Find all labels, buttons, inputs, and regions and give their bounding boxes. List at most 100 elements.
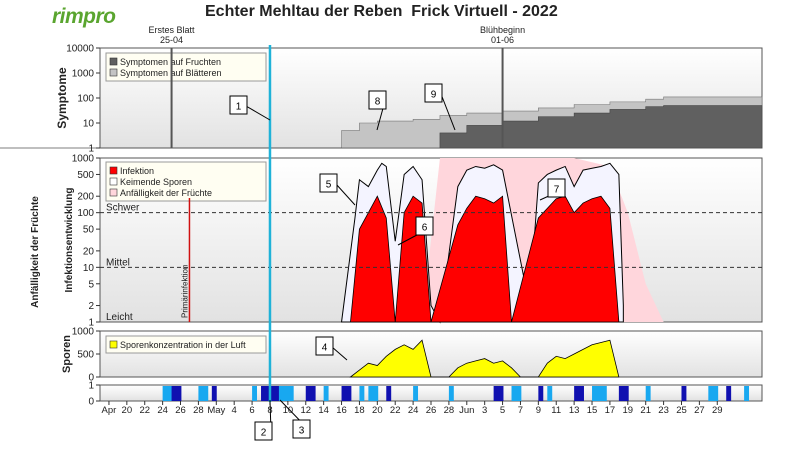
x-tick-label: 28 (193, 405, 204, 416)
level-label-leicht: Leicht (106, 312, 133, 323)
callout-leader (331, 346, 348, 361)
symptoms-legend-box (105, 52, 267, 82)
spores-ylabel: Sporen (61, 335, 73, 373)
wetness-stripe (708, 386, 719, 401)
callout-box (319, 173, 338, 193)
infection-legend-label: Keimende Sporen (120, 177, 192, 187)
wetness-stripe (547, 386, 553, 401)
symptoms-ylabel: Symptome (55, 67, 69, 129)
wetness-stripe (726, 386, 732, 401)
callout-1: 1 (236, 102, 242, 113)
x-tick-label: 24 (408, 405, 419, 416)
wetness-stripe (305, 386, 316, 401)
symptoms-y-tick-label: 100 (77, 94, 94, 105)
infection-y-tick-label: 1000 (72, 154, 95, 165)
callout-box (254, 421, 273, 441)
x-tick-label: 20 (372, 405, 383, 416)
wetness-stripe (493, 386, 504, 401)
callout-box (315, 336, 334, 356)
x-tick-label: 29 (712, 405, 723, 416)
infection-y-tick-label: 2 (88, 301, 94, 312)
callout-2: 2 (261, 428, 267, 439)
callout-box (415, 216, 434, 236)
infection-legend-swatch (109, 166, 118, 175)
infection-legend-label: Anfälligkeit der Früchte (120, 188, 212, 198)
primary-infection-label: Primärinfektion (180, 265, 189, 318)
callout-3: 3 (299, 426, 305, 437)
x-tick-label: 20 (122, 405, 133, 416)
callout-6: 6 (422, 223, 428, 234)
x-tick-label: 26 (426, 405, 437, 416)
callout-leader (245, 105, 271, 121)
wetness-stripe (538, 386, 544, 401)
x-tick-label: 22 (390, 405, 401, 416)
x-tick-label: 3 (482, 405, 487, 416)
infection-y-tick-label: 100 (77, 208, 94, 219)
symptoms-legend-swatch (109, 68, 118, 77)
wetness-stripe (252, 386, 258, 401)
callout-box (292, 419, 311, 439)
x-tick-label: 14 (318, 405, 329, 416)
callout-box (424, 83, 443, 103)
x-tick-label: 5 (500, 405, 505, 416)
level-label-schwer: Schwer (106, 203, 140, 214)
infection-y-tick-label: 500 (77, 170, 94, 181)
x-tick-label: 28 (444, 405, 455, 416)
infection-legend-swatch (109, 188, 118, 197)
marker-name: Erstes Blatt (149, 25, 196, 35)
wetness-stripe (341, 386, 352, 401)
wetness-stripe (323, 386, 329, 401)
level-label-mittel: Mittel (106, 257, 130, 268)
marker-date: 01-06 (491, 35, 514, 45)
wetness-stripe (681, 386, 687, 401)
callout-box (547, 178, 566, 198)
infection-legend-box (105, 161, 267, 202)
infection-ylabel-outer: Anfälligkeit der Früchte (30, 196, 41, 308)
wetness-stripe (448, 386, 454, 401)
callout-7: 7 (554, 185, 560, 196)
infection-y-tick-label: 5 (88, 279, 94, 290)
x-tick-label: 23 (658, 405, 669, 416)
x-tick-label: 15 (587, 405, 598, 416)
wetness-y-tick-label: 1 (88, 381, 94, 392)
callout-leader (440, 93, 456, 131)
x-tick-label: 4 (232, 405, 237, 416)
callout-5: 5 (326, 180, 332, 191)
rimpro-logo: rimpro (52, 5, 116, 28)
x-tick-label: 19 (623, 405, 634, 416)
x-tick-label: 25 (676, 405, 687, 416)
x-tick-label: 7 (518, 405, 523, 416)
callout-9: 9 (431, 90, 437, 101)
chart-title: Echter Mehltau der Reben Frick Virtuell … (205, 3, 558, 20)
x-tick-label: 24 (157, 405, 168, 416)
x-tick-label: 18 (354, 405, 365, 416)
infection-y-tick-label: 50 (83, 225, 95, 236)
x-tick-label: 9 (536, 405, 541, 416)
x-tick-label: 27 (694, 405, 705, 416)
wetness-stripe (359, 386, 365, 401)
spores-y-tick-label: 0 (88, 373, 94, 384)
infection-y-tick-label: 10 (83, 263, 95, 274)
callout-box (368, 90, 387, 110)
panel-3-frame (99, 330, 763, 378)
spores-y-tick-label: 500 (77, 350, 94, 361)
callout-box (229, 95, 248, 115)
spores-legend-swatch (109, 340, 118, 349)
symptoms-y-tick-label: 10000 (66, 44, 94, 55)
spores-y-tick-label: 1000 (72, 327, 95, 338)
wetness-stripe (413, 386, 419, 401)
marker-name: Blühbeginn (480, 25, 525, 35)
wetness-stripe (278, 386, 294, 401)
wetness-y-tick-label: 0 (88, 397, 94, 408)
wetness-stripe (618, 386, 629, 401)
x-tick-label: May (207, 405, 225, 416)
x-tick-label: 6 (249, 405, 254, 416)
x-tick-label: 21 (640, 405, 651, 416)
wetness-stripe (368, 386, 379, 401)
infection-ylabel-inner: Infektionsentwicklung (64, 187, 75, 292)
x-tick-label: 16 (336, 405, 347, 416)
spores-air-area (349, 339, 620, 378)
x-tick-label: Apr (102, 405, 117, 416)
callout-4: 4 (322, 343, 328, 354)
